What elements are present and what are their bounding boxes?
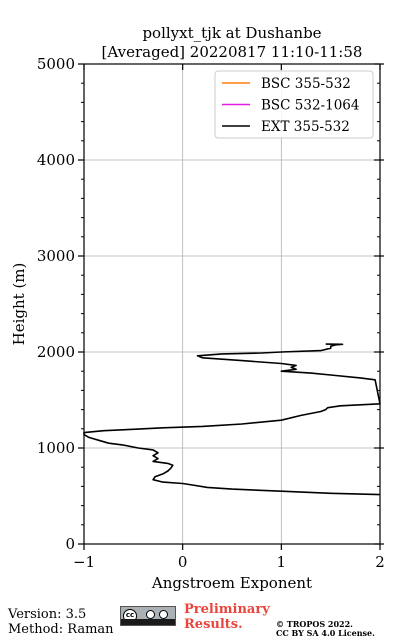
x-tick-label: 0 (178, 553, 188, 571)
legend-label: BSC 532-1064 (261, 98, 359, 114)
y-tick-label: 0 (65, 535, 75, 553)
minor-ticks (81, 82, 380, 526)
sa-icon (159, 610, 168, 619)
x-tick-label: 1 (277, 553, 287, 571)
y-axis-label: Height (m) (10, 263, 28, 346)
y-tick-label: 1000 (37, 439, 75, 457)
lidar-profile-chart: pollyxt_tjk at Dushanbe [Averaged] 20220… (10, 24, 385, 592)
x-tick-labels: −1 0 1 2 (73, 553, 385, 571)
copyright-line-1: © TROPOS 2022. (276, 619, 353, 629)
by-icon (146, 610, 155, 619)
y-tick-label: 5000 (37, 55, 75, 73)
y-tick-labels: 0 1000 2000 3000 4000 5000 (37, 55, 75, 553)
y-tick-label: 2000 (37, 343, 75, 361)
legend: BSC 355-532 BSC 532-1064 EXT 355-532 (214, 70, 374, 139)
y-tick-label: 4000 (37, 151, 75, 169)
legend-label: EXT 355-532 (261, 119, 350, 135)
legend-label: BSC 355-532 (261, 76, 351, 92)
preliminary-results-note: Preliminary Results. (184, 602, 270, 632)
method-label: Method: Raman (8, 622, 114, 637)
legend-box (214, 70, 374, 139)
cc-badge-strip (121, 619, 175, 625)
copyright-line-2: CC BY SA 4.0 License. (276, 628, 375, 638)
y-tick-label: 3000 (37, 247, 75, 265)
x-axis-label: Angstroem Exponent (151, 574, 312, 592)
x-tick-label: 2 (375, 553, 385, 571)
cc-by-sa-badge-icon: cc (120, 606, 176, 626)
plot-frame (83, 63, 381, 545)
chart-title-line-1: pollyxt_tjk at Dushanbe (142, 24, 321, 42)
copyright-note: © TROPOS 2022. CC BY SA 4.0 License. (276, 620, 375, 638)
series-line-ext-355-532 (83, 343, 381, 496)
preliminary-line-1: Preliminary (184, 602, 270, 617)
preliminary-line-2: Results. (184, 617, 243, 632)
chart-title-line-2: [Averaged] 20220817 11:10-11:58 (102, 43, 363, 61)
version-label: Version: 3.5 (8, 607, 87, 622)
series-lines (83, 343, 381, 496)
x-tick-label: −1 (73, 553, 95, 571)
